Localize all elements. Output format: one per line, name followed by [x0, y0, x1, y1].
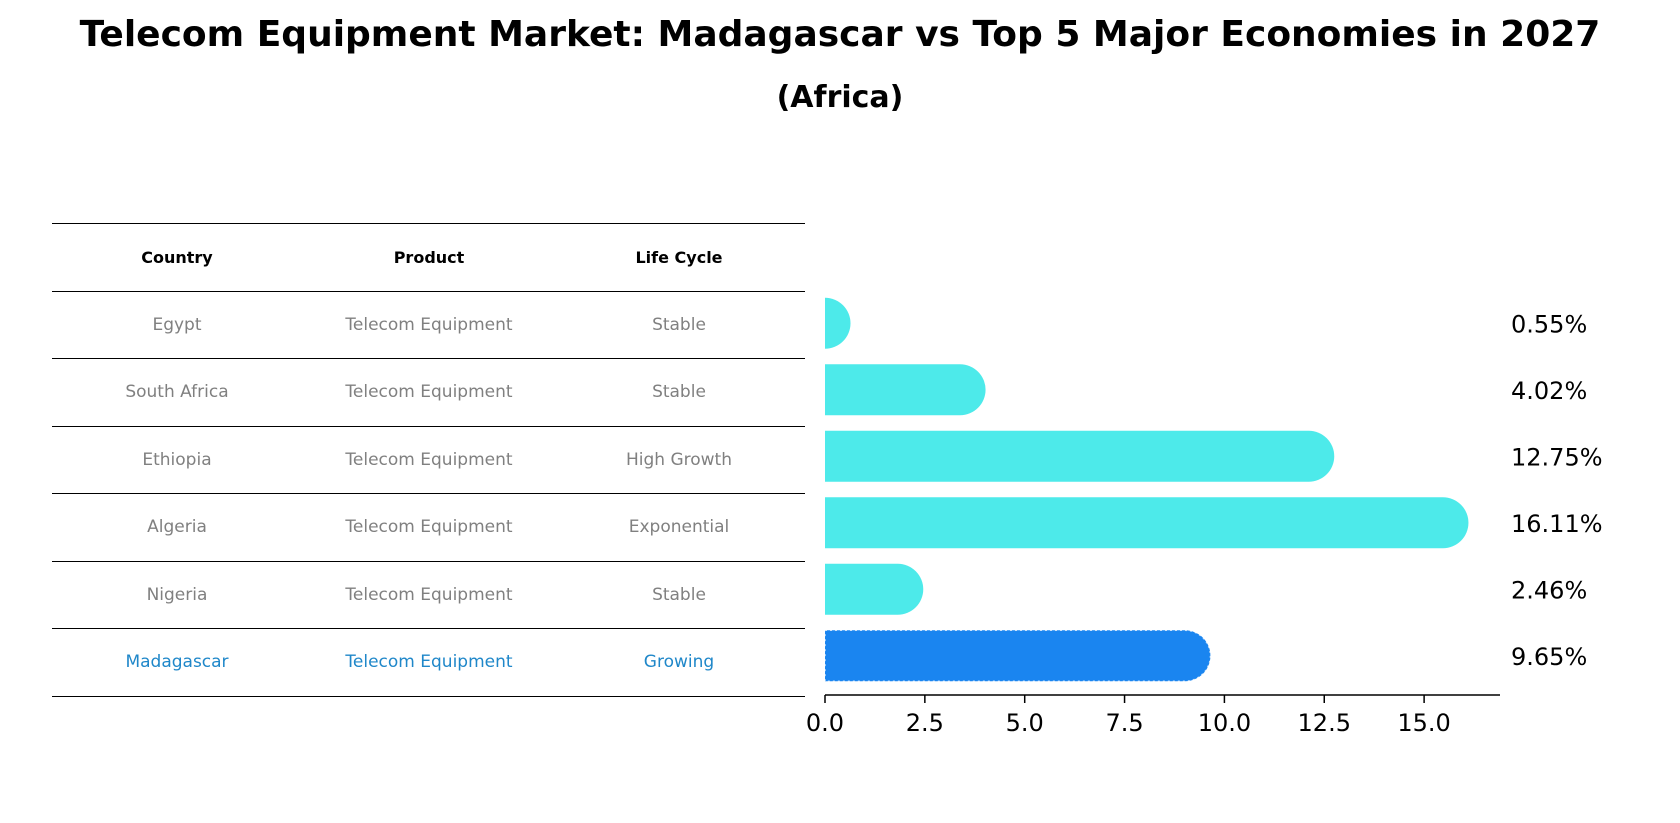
- bar-egypt: [825, 297, 851, 349]
- cell-life-cycle: Growing: [643, 652, 715, 673]
- cell-life-cycle: Stable: [652, 382, 706, 403]
- cell-product: Telecom Equipment: [345, 314, 513, 335]
- cell-life-cycle: High Growth: [625, 449, 732, 470]
- x-tick-label: 12.5: [1298, 709, 1351, 737]
- header-product: Product: [393, 247, 465, 267]
- cell-product: Telecom Equipment: [345, 382, 513, 403]
- bar-madagascar: [825, 630, 1211, 682]
- x-tick-label: 2.5: [906, 709, 944, 737]
- cell-country: Ethiopia: [142, 449, 212, 470]
- table-row-highlight: Madagascar Telecom Equipment Growing: [52, 628, 805, 697]
- bar-south-africa: [825, 364, 986, 416]
- cell-product: Telecom Equipment: [345, 517, 513, 538]
- chart-title: Telecom Equipment Market: Madagascar vs …: [79, 14, 1601, 55]
- bar-algeria: [825, 497, 1469, 549]
- x-tick-label: 5.0: [1006, 709, 1044, 737]
- data-table: Country Product Life Cycle Egypt Telecom…: [52, 223, 805, 697]
- table-header-row: Country Product Life Cycle: [52, 223, 805, 291]
- bar-highlight-outline: [824, 629, 1212, 682]
- chart-subtitle: (Africa): [776, 80, 904, 115]
- table-row: Egypt Telecom Equipment Stable: [52, 290, 805, 359]
- bar-nigeria: [825, 563, 924, 615]
- cell-country: South Africa: [125, 382, 229, 403]
- x-tick-label: 15.0: [1397, 709, 1450, 737]
- cell-life-cycle: Stable: [652, 314, 706, 335]
- data-label: 4.02%: [1511, 377, 1587, 405]
- cell-country: Algeria: [147, 517, 207, 538]
- data-label: 16.11%: [1511, 510, 1603, 538]
- cell-country: Nigeria: [146, 584, 208, 605]
- cell-product: Telecom Equipment: [345, 584, 513, 605]
- data-label: 2.46%: [1511, 576, 1587, 604]
- x-tick-label: 7.5: [1105, 709, 1143, 737]
- bar-ethiopia: [825, 430, 1335, 482]
- cell-product: Telecom Equipment: [345, 449, 513, 470]
- cell-country: Madagascar: [125, 652, 229, 673]
- cell-life-cycle: Exponential: [628, 517, 730, 538]
- table-row: Ethiopia Telecom Equipment High Growth: [52, 425, 805, 494]
- data-label: 0.55%: [1511, 310, 1587, 338]
- cell-life-cycle: Stable: [652, 584, 706, 605]
- header-life-cycle: Life Cycle: [635, 247, 723, 267]
- data-label: 12.75%: [1511, 443, 1603, 471]
- x-tick-label: 10.0: [1198, 709, 1251, 737]
- table-row: Nigeria Telecom Equipment Stable: [52, 560, 805, 629]
- table-row: Algeria Telecom Equipment Exponential: [52, 493, 805, 561]
- cell-product: Telecom Equipment: [345, 652, 513, 673]
- x-tick-label: 0.0: [806, 709, 844, 737]
- header-country: Country: [141, 247, 213, 267]
- table-row: South Africa Telecom Equipment Stable: [52, 358, 805, 426]
- data-label: 9.65%: [1511, 643, 1587, 671]
- cell-country: Egypt: [152, 314, 202, 335]
